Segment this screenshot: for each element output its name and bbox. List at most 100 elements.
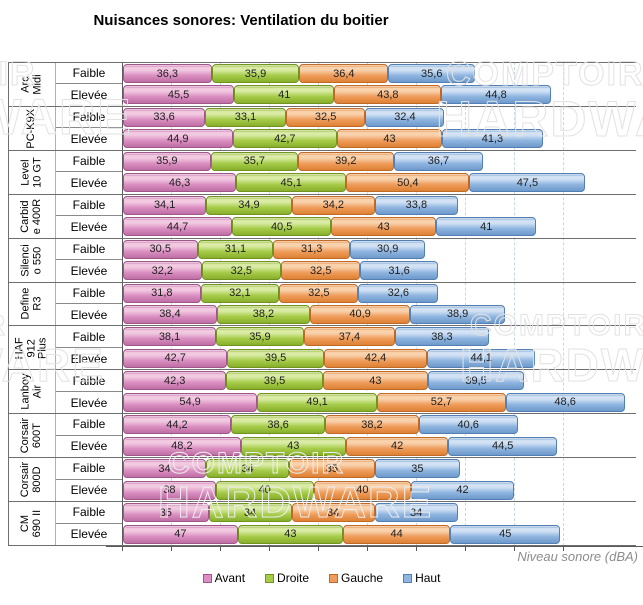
bar-track: 44,2 38,6 38,2 40,6 [122, 414, 636, 436]
axis-tick [170, 547, 172, 551]
bar-row: Faible 31,8 32,1 32,5 32,6 [56, 282, 636, 304]
case-rows: Faible 44,2 38,6 38,2 40,6 Elevée 48,2 43 42 44,5 [56, 414, 636, 458]
bar-row: Elevée 38,4 38,2 40,9 38,9 [56, 303, 636, 326]
bar-segment-droite: 35,7 [210, 151, 298, 171]
bar-track: 38,1 35,9 37,4 38,3 [122, 326, 636, 348]
x-axis-title: Niveau sonore (dBA) [517, 549, 638, 564]
bar-track: 34,1 34,9 34,2 33,8 [122, 194, 636, 217]
case-label-cell: Lanboy Air [8, 370, 56, 414]
speed-label: Faible [56, 195, 122, 217]
bar-track: 42,7 39,5 42,4 44,1 [122, 347, 636, 370]
bar-row: Elevée 47 43 44 45 [56, 523, 636, 545]
axis-tick [513, 547, 515, 551]
speed-label: Elevée [70, 527, 108, 542]
bar-row: Faible 35,9 35,7 39,2 36,7 [56, 150, 636, 173]
case-label: Corsair 800D [19, 461, 43, 498]
watermark-text: COMPTOIR [0, 310, 7, 340]
bar-segment-droite: 35,9 [211, 64, 300, 83]
bar-segment-haut: 47,5 [469, 173, 586, 193]
x-axis-line [106, 546, 643, 547]
legend-swatch-gauche [329, 573, 339, 583]
bar-segment-avant: 36,3 [123, 64, 212, 83]
bar-row: Faible 35 34 34 34 [56, 502, 636, 524]
bar-segment-droite: 40,5 [232, 217, 332, 237]
bar-segment-avant: 48,2 [123, 436, 241, 456]
bar-row: Faible 34,1 34,9 34,2 33,8 [56, 194, 636, 217]
bar-segment-gauche: 34 [291, 503, 375, 523]
bar-segment-avant: 33,6 [123, 107, 206, 127]
bar-track: 47 43 44 45 [122, 523, 636, 545]
bar-row: Faible 42,3 39,5 43 39,5 [56, 370, 636, 392]
bar-row: Elevée 48,2 43 42 44,5 [56, 435, 636, 458]
bar-row: Faible 34 34 35 35 [56, 458, 636, 480]
bar-segment-avant: 38,1 [123, 327, 217, 347]
bar-row: Elevée 38 40 40 42 [56, 479, 636, 502]
gridline [415, 62, 417, 546]
case-group: Arc Midi Faible 36,3 35,9 36,4 35,6 Elevée 45,5… [8, 62, 636, 107]
bar-segment-gauche: 43,8 [334, 85, 442, 105]
speed-label: Faible [56, 283, 122, 304]
case-group: Carbid e 400R Faible 34,1 34,9 34,2 33,8 Elevé… [8, 194, 636, 239]
bar-segment-haut: 39,5 [427, 371, 525, 391]
case-group: Silenci o 550 Faible 30,5 31,1 31,3 30,9 Elevé… [8, 238, 636, 283]
bar-segment-droite: 43 [240, 436, 346, 456]
bar-track: 54,9 49,1 52,7 48,6 [122, 391, 636, 414]
case-label: Arc Midi [19, 74, 43, 95]
bar-track: 38 40 40 42 [122, 479, 636, 502]
bar-row: Faible 36,3 35,9 36,4 35,6 [56, 63, 636, 85]
case-group: PC-K9X Faible 33,6 33,1 32,5 32,4 Elevée 44,9 42… [8, 106, 636, 151]
bar-row: Elevée 46,3 45,1 50,4 47,5 [56, 172, 636, 194]
bar-track: 32,2 32,5 32,5 31,6 [122, 260, 636, 282]
bar-track: 38,4 38,2 40,9 38,9 [122, 303, 636, 326]
case-label-cell: Carbid e 400R [8, 194, 56, 238]
bar-segment-haut: 31,6 [360, 261, 438, 281]
legend-item-haut: Haut [403, 571, 440, 585]
case-label: Level 10 GT [19, 156, 43, 188]
case-group: HAF 912 Plus Faible 38,1 35,9 37,4 38,3 Elevée… [8, 326, 636, 371]
bar-segment-droite: 38,2 [216, 304, 311, 324]
bar-row: Elevée 45,5 41 43,8 44,8 [56, 84, 636, 106]
bar-segment-avant: 35 [123, 503, 209, 523]
case-label-cell: Define R3 [8, 282, 56, 326]
bar-track: 42,3 39,5 43 39,5 [122, 370, 636, 392]
bar-segment-droite: 39,5 [227, 348, 324, 368]
gridline [366, 62, 368, 546]
bar-segment-gauche: 32,5 [279, 283, 359, 303]
case-label: Carbid e 400R [19, 198, 43, 234]
bar-segment-gauche: 50,4 [346, 173, 470, 193]
bar-track: 45,5 41 43,8 44,8 [122, 84, 636, 106]
chart-title: Nuisances sonores: Ventilation du boitie… [93, 12, 389, 29]
gridline [170, 62, 172, 546]
case-rows: Faible 34 34 35 35 Elevée 38 40 40 42 [56, 458, 636, 502]
axis-tick [562, 547, 564, 551]
speed-label: Elevée [70, 351, 108, 366]
bar-segment-haut: 30,9 [349, 239, 426, 259]
case-label-cell: Corsair 600T [8, 414, 56, 458]
bar-segment-droite: 34,9 [206, 195, 292, 215]
gridline [219, 62, 221, 546]
case-group: Corsair 600T Faible 44,2 38,6 38,2 40,6 Elevée… [8, 414, 636, 459]
bar-segment-avant: 32,2 [123, 261, 202, 281]
bar-segment-gauche: 39,2 [297, 151, 394, 171]
axis-tick [219, 547, 221, 551]
legend-label: Gauche [341, 571, 384, 585]
legend-label: Haut [415, 571, 441, 585]
bar-segment-haut: 40,6 [418, 415, 518, 435]
bar-row: Elevée 44,9 42,7 43 41,3 [56, 128, 636, 150]
legend-swatch-haut [403, 573, 413, 583]
bar-row: Faible 30,5 31,1 31,3 30,9 [56, 238, 636, 261]
speed-label: Elevée [70, 88, 108, 103]
bar-segment-haut: 35,6 [388, 64, 476, 83]
case-label: CM 690 II [19, 509, 43, 538]
bar-segment-haut: 34 [374, 503, 458, 523]
speed-label: Elevée [70, 439, 108, 454]
legend-item-avant: Avant [202, 571, 245, 585]
case-label-cell: Corsair 800D [8, 458, 56, 502]
bar-track: 46,3 45,1 50,4 47,5 [122, 172, 636, 194]
speed-label: Elevée [70, 219, 108, 234]
speed-label: Faible [56, 239, 122, 261]
bar-track: 44,7 40,5 43 41 [122, 216, 636, 238]
bar-segment-droite: 32,5 [201, 261, 282, 281]
bar-segment-droite: 39,5 [226, 371, 323, 391]
